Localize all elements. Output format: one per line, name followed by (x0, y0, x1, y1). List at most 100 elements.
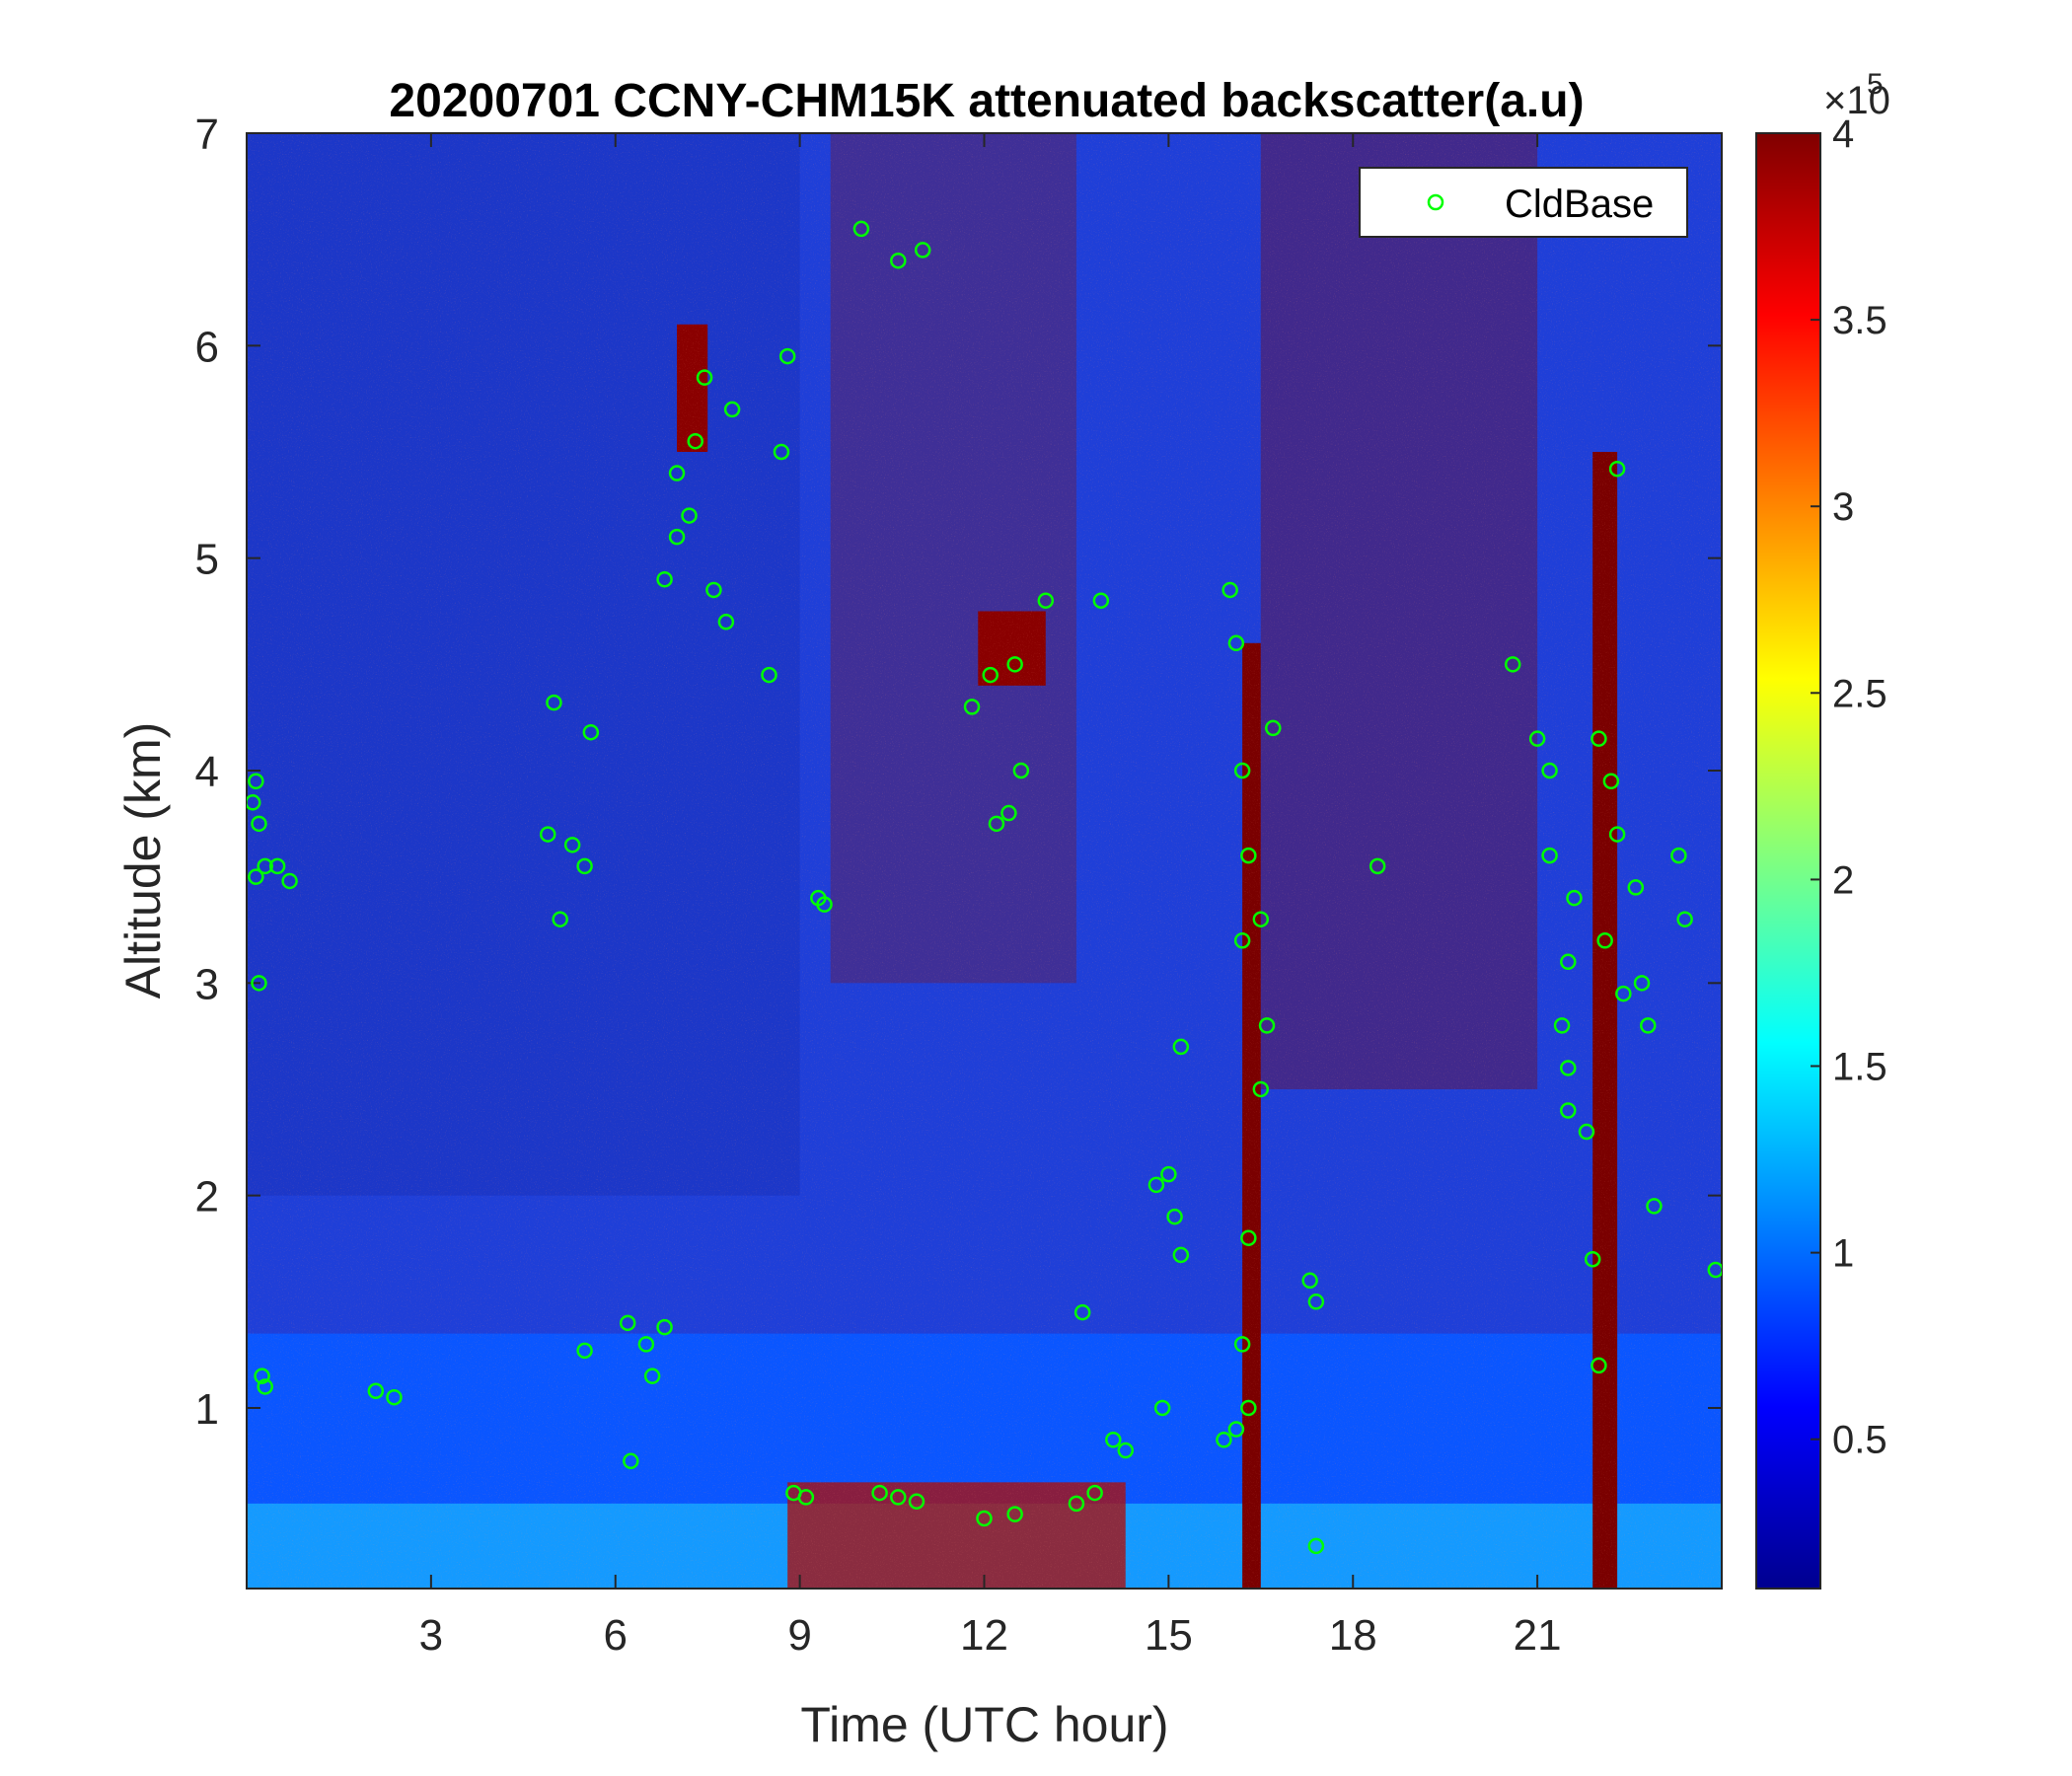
cldbase-point (773, 443, 790, 461)
x-axis-ticks: 3 6 9 12 15 18 21 (419, 133, 1562, 1660)
cldbase-point (1166, 1208, 1183, 1225)
cldbase-point (248, 773, 264, 790)
x-tick-label: 6 (604, 1611, 628, 1660)
cldbase-point (1265, 719, 1282, 737)
cldbase-point (251, 815, 267, 833)
y-tick-label: 5 (195, 536, 219, 584)
cldbase-point (1258, 1017, 1276, 1034)
cldbase-point (1012, 762, 1030, 779)
cldbase-point (668, 528, 686, 546)
cldbase-point (576, 857, 593, 875)
colorbar-exponent-label: ×10 (1823, 79, 1890, 122)
cldbase-point (717, 614, 735, 630)
cldbase-point (1541, 762, 1558, 779)
legend-marker (1427, 193, 1444, 211)
cldbase-point (852, 220, 870, 238)
chart-title: 20200701 CCNY-CHM15K attenuated backscat… (389, 75, 1584, 127)
legend-entry-label: CldBase (1505, 183, 1654, 226)
field-noise-texture (247, 133, 1722, 1589)
cldbase-point (1160, 1165, 1177, 1183)
cldbase-point (1233, 931, 1251, 949)
cldbase-point (1615, 985, 1632, 1002)
cldbase-point (1216, 1432, 1232, 1448)
y-axis-ticks: 1 2 3 4 5 6 7 (195, 111, 1722, 1434)
y-tick-label: 4 (195, 748, 219, 796)
cldbase-point (705, 581, 722, 599)
cldbase-point (1578, 1123, 1595, 1141)
x-tick-label: 12 (960, 1611, 1008, 1660)
cldbase-point (251, 975, 267, 992)
x-tick-label: 18 (1329, 1611, 1377, 1660)
cldbase-point (1646, 1198, 1663, 1215)
cldbase-point (871, 1484, 888, 1502)
cldbase-point (1147, 1176, 1165, 1194)
cldbase-point (257, 857, 273, 875)
cldbase-point (761, 666, 777, 684)
cldbase-point (687, 432, 703, 450)
cldbase-point (257, 1378, 273, 1395)
cldbase-point (1640, 1017, 1657, 1034)
y-axis-label: Altitude (km) (115, 722, 171, 999)
colorbar-ticks: 0.5 1 1.5 2 2.5 3 3.5 4 (1811, 112, 1887, 1462)
cldbase-point (1073, 1303, 1091, 1321)
cldbase-point (1627, 879, 1645, 896)
cldbase-point (619, 1314, 636, 1332)
cldbase-point (1633, 975, 1651, 992)
colorbar-tick-label: 1.5 (1832, 1046, 1887, 1089)
cldbase-point (816, 896, 833, 913)
cldbase-point (668, 465, 686, 481)
cldbase-point (623, 1452, 639, 1470)
cldbase-point (367, 1382, 385, 1399)
cldbase-point (247, 794, 261, 811)
cldbase-point (1221, 581, 1238, 599)
cldbase-point (1504, 656, 1521, 673)
colorbar: 0.5 1 1.5 2 2.5 3 3.5 4 ×10 5 (1755, 68, 1890, 1590)
cldbase-point (254, 1368, 270, 1384)
cldbase-point (1541, 847, 1558, 864)
cldbase-point (1068, 1495, 1085, 1513)
cldbase-point (1560, 953, 1577, 971)
cldbase-point (1566, 889, 1583, 907)
cldbase-point (268, 857, 286, 875)
cldbase-point (1006, 1506, 1023, 1522)
cldbase-point (1591, 730, 1607, 747)
cldbase-point (1172, 1038, 1190, 1056)
x-tick-label: 3 (419, 1611, 443, 1660)
cldbase-point (890, 1489, 907, 1506)
cldbase-point (248, 868, 264, 885)
cldbase-point (1307, 1294, 1325, 1310)
cldbase-point (1369, 857, 1386, 875)
cldbase-point (1227, 634, 1245, 652)
cldbase-point (1000, 804, 1017, 822)
colorbar-tick-label: 2.5 (1832, 672, 1887, 715)
cldbase-point (988, 815, 1005, 833)
cldbase-point (1608, 460, 1626, 478)
cldbase-point (778, 347, 796, 365)
cldbase-point (281, 872, 298, 890)
cldbase-point (1227, 1421, 1245, 1438)
cldbase-point (1240, 1229, 1257, 1246)
cldbase-point (576, 1342, 593, 1360)
heatmap-field (247, 133, 1722, 1589)
cldbase-point (1092, 592, 1110, 609)
legend: CldBase (1359, 167, 1688, 238)
cldbase-point (1006, 656, 1023, 673)
cldbase-point (643, 1368, 661, 1384)
cldbase-point (1233, 762, 1251, 779)
cldbase-point (1233, 1336, 1251, 1353)
cldbase-point (963, 699, 981, 715)
cldbase-point (552, 911, 568, 927)
cldbase-point (1553, 1017, 1571, 1034)
cldbase-point (681, 507, 698, 524)
cldbase-point (1153, 1399, 1171, 1417)
cldbase-point (797, 1489, 815, 1506)
y-tick-label: 6 (195, 323, 219, 371)
cldbase-point (386, 1388, 403, 1406)
cldbase-point (1591, 1357, 1607, 1374)
cldbase-point (982, 666, 999, 684)
cldbase-point (890, 252, 907, 269)
cldbase-point (1240, 1399, 1257, 1417)
colorbar-tick-label: 3.5 (1832, 299, 1887, 342)
cldbase-point (1596, 931, 1613, 949)
cldbase-point (1037, 592, 1055, 609)
